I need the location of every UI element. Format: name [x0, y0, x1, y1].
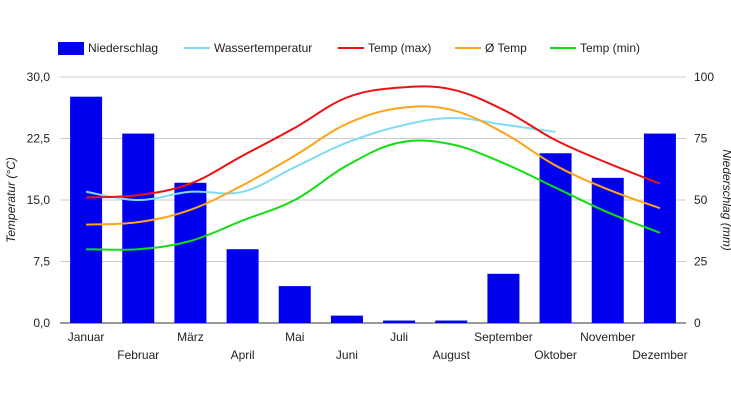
x-tick-label: November	[580, 330, 635, 344]
precipitation-bar	[122, 133, 155, 323]
left-tick-label: 7,5	[33, 255, 50, 269]
precipitation-bar	[539, 153, 572, 323]
left-tick-label: 22,5	[27, 132, 51, 146]
precipitation-bar	[435, 320, 468, 323]
x-tick-label: Dezember	[632, 348, 687, 362]
right-tick-label: 0	[694, 316, 701, 330]
legend-label: Ø Temp	[485, 41, 527, 55]
legend-label: Niederschlag	[88, 41, 158, 55]
right-tick-label: 25	[694, 255, 708, 269]
x-tick-label: Juli	[390, 330, 408, 344]
x-tick-label: August	[433, 348, 471, 362]
x-tick-label: Juni	[336, 348, 358, 362]
x-tick-label: Januar	[68, 330, 105, 344]
grid-lines	[60, 76, 686, 324]
legend-label: Temp (max)	[368, 41, 431, 55]
left-tick-label: 0,0	[33, 316, 50, 330]
left-axis-title: Temperatur (°C)	[4, 157, 18, 243]
precipitation-bar	[226, 249, 259, 323]
left-tick-label: 30,0	[27, 70, 51, 84]
series-line	[85, 116, 556, 202]
precipitation-bar	[383, 320, 416, 323]
x-tick-label: März	[177, 330, 204, 344]
precipitation-bar	[330, 315, 363, 323]
temperature-lines	[85, 85, 661, 251]
precipitation-bar	[591, 177, 624, 323]
x-tick-label: April	[231, 348, 255, 362]
precipitation-bar	[278, 286, 311, 323]
legend: Niederschlag Wassertemperatur Temp (max) Ø …	[58, 41, 640, 55]
right-tick-label: 50	[694, 193, 708, 207]
left-axis-ticks: 0,0 7,5 15,0 22,5 30,0	[27, 70, 51, 330]
precipitation-bar	[174, 182, 207, 323]
series-line	[86, 85, 661, 199]
series-line	[86, 139, 661, 251]
legend-label: Wassertemperatur	[214, 41, 312, 55]
legend-swatch	[58, 42, 84, 55]
precipitation-bar	[487, 273, 520, 323]
x-tick-label: September	[474, 330, 533, 344]
precipitation-bars	[70, 96, 676, 324]
right-axis-title: Niederschlag (mm)	[720, 149, 731, 250]
right-axis-ticks: 0 25 50 75 100	[694, 70, 714, 330]
x-tick-label: Februar	[117, 348, 159, 362]
precipitation-bar	[70, 96, 103, 324]
x-tick-label: Oktober	[534, 348, 577, 362]
right-tick-label: 100	[694, 70, 714, 84]
right-tick-label: 75	[694, 132, 708, 146]
series-line	[86, 105, 661, 226]
x-tick-label: Mai	[285, 330, 304, 344]
x-axis-labels: Januar Februar März April Mai Juni Juli AugustS…	[68, 330, 688, 362]
legend-label: Temp (min)	[580, 41, 640, 55]
left-tick-label: 15,0	[27, 193, 51, 207]
